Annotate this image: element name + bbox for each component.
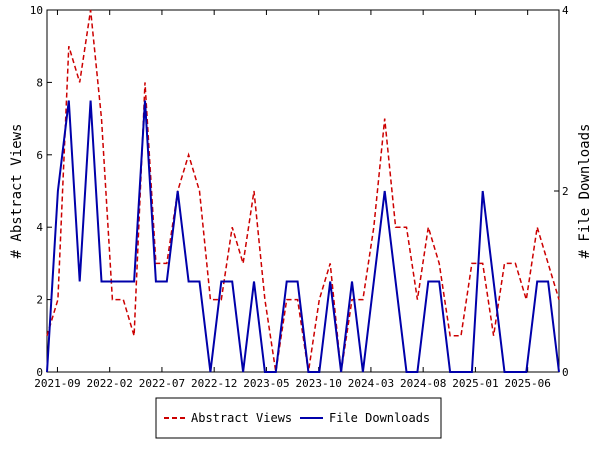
x-tick-label: 2022-07: [139, 377, 185, 390]
x-tick-label: 2022-02: [87, 377, 133, 390]
left-tick-label: 0: [36, 366, 43, 379]
series-layer: [46, 9, 560, 373]
x-tick-label: 2025-01: [452, 377, 498, 390]
right-tick-label: 4: [562, 4, 569, 17]
x-tick-label: 2022-12: [191, 377, 237, 390]
x-tick-label: 2021-09: [34, 377, 80, 390]
left-tick-label: 6: [36, 149, 43, 162]
right-axis-label: # File Downloads: [577, 124, 593, 259]
right-tick-label: 2: [562, 185, 569, 198]
plot-frame: [46, 9, 560, 373]
left-axis-ticks: 0 2 4 6 8 10: [30, 4, 52, 379]
series-line-file-downloads: [46, 100, 560, 373]
series-line-abstract-views: [46, 9, 560, 373]
x-tick-label: 2024-03: [348, 377, 394, 390]
x-axis-ticks: 2021-09 2022-02 2022-07 2022-12 2023-05 2023-…: [34, 10, 551, 390]
left-axis-label: # Abstract Views: [9, 124, 25, 259]
legend-label-abstract-views: Abstract Views: [191, 411, 292, 425]
x-tick-label: 2024-08: [400, 377, 446, 390]
right-tick-label: 0: [562, 366, 569, 379]
left-tick-label: 2: [36, 294, 43, 307]
x-tick-label: 2023-10: [295, 377, 341, 390]
legend-label-file-downloads: File Downloads: [329, 411, 430, 425]
x-tick-label: 2023-05: [243, 377, 289, 390]
left-tick-label: 10: [30, 4, 43, 17]
left-tick-label: 8: [36, 76, 43, 89]
legend-box: [155, 397, 442, 439]
legend: Abstract Views File Downloads: [155, 397, 442, 439]
x-tick-label: 2025-06: [504, 377, 550, 390]
left-tick-label: 4: [36, 221, 43, 234]
